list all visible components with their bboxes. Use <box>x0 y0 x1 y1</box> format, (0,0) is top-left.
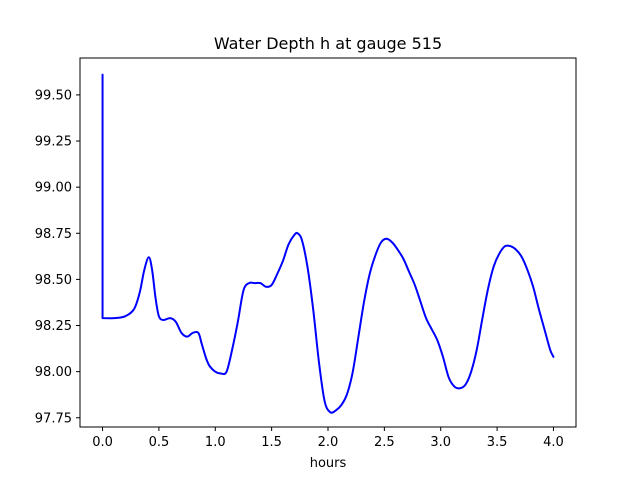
y-tick-label: 99.50 <box>35 88 72 103</box>
y-tick-label: 98.00 <box>35 365 72 380</box>
x-tick-label: 0.0 <box>92 435 113 450</box>
x-tick-label: 3.5 <box>487 435 508 450</box>
y-tick-label: 99.00 <box>35 181 72 196</box>
y-tick-label: 99.25 <box>35 135 72 150</box>
x-tick-label: 1.5 <box>261 435 282 450</box>
x-tick-label: 0.5 <box>149 435 170 450</box>
water-depth-line <box>101 73 555 414</box>
x-tick-label: 3.0 <box>430 435 451 450</box>
y-axis: 97.75 98.00 98.25 98.50 98.75 99.00 99.25 99.50 <box>35 88 80 426</box>
y-tick-label: 97.75 <box>35 411 72 426</box>
chart-title: Water Depth h at gauge 515 <box>214 34 442 53</box>
x-tick-label: 1.0 <box>205 435 226 450</box>
plot-area <box>79 57 577 428</box>
x-tick-label: 2.5 <box>374 435 395 450</box>
x-axis-label: hours <box>310 456 347 471</box>
x-axis: 0.0 0.5 1.0 1.5 2.0 2.5 3.0 3.5 4.0 <box>92 427 564 450</box>
y-tick-label: 98.25 <box>35 319 72 334</box>
y-tick-label: 98.75 <box>35 227 72 242</box>
x-tick-label: 4.0 <box>543 435 564 450</box>
y-tick-label: 98.50 <box>35 273 72 288</box>
x-tick-label: 2.0 <box>318 435 339 450</box>
